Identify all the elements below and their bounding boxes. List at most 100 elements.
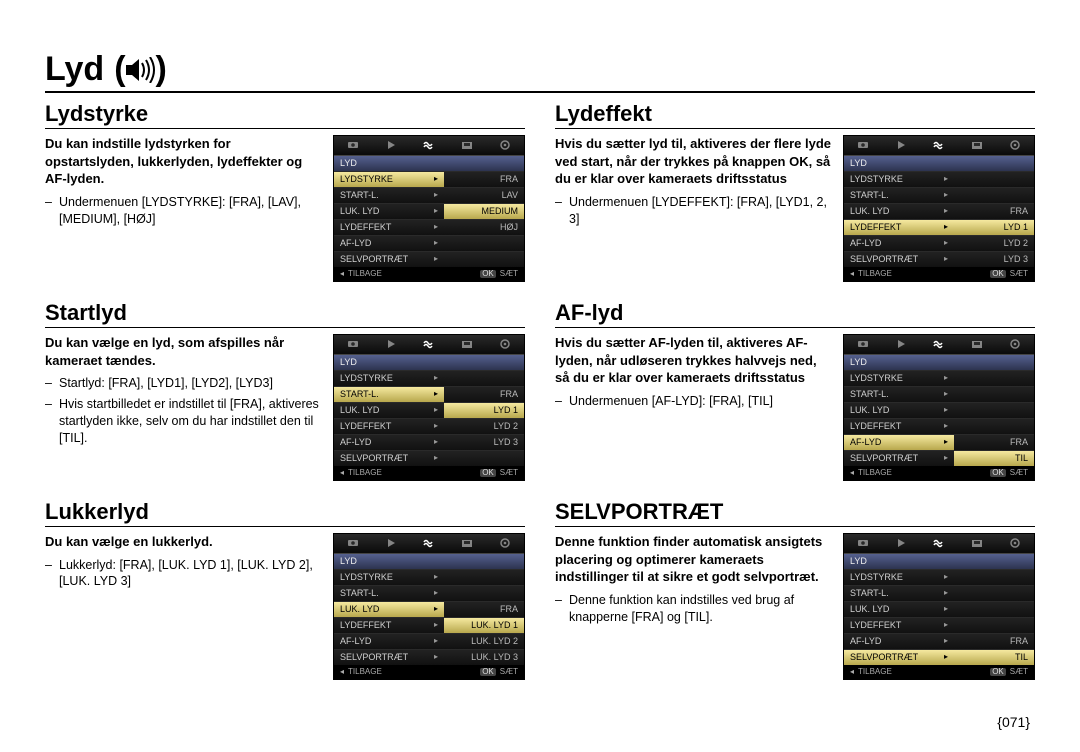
- chevron-right-icon: ▸: [944, 618, 954, 633]
- chevron-right-icon: ▸: [434, 451, 444, 466]
- menu-row-label: LUK. LYD: [334, 403, 434, 418]
- menu-row-value: [954, 602, 1034, 617]
- footer-ok: OK: [480, 270, 496, 278]
- chevron-right-icon: ▸: [944, 371, 954, 386]
- menu-rows: LYDSTYRKE ▸ FRA START-L. ▸ LAV LUK. LYD …: [334, 171, 524, 267]
- tab-icon: [347, 338, 359, 352]
- menu-row: SELVPORTRÆT ▸ TIL: [844, 450, 1034, 466]
- page-number: {071}: [997, 714, 1030, 730]
- menu-row-value: [444, 570, 524, 585]
- menu-row-value: TIL: [954, 451, 1034, 466]
- menu-row-value: FRA: [954, 634, 1034, 649]
- menu-widget: LYD LYDSTYRKE ▸ START-L. ▸ FRA LUK. LYD …: [333, 334, 525, 481]
- menu-row-label: LYDSTYRKE: [334, 172, 434, 187]
- menu-row-label: LYDEFFEKT: [334, 618, 434, 633]
- menu-widget: LYD LYDSTYRKE ▸ FRA START-L. ▸ LAV LUK. …: [333, 135, 525, 282]
- tab-icon: [499, 139, 511, 153]
- back-arrow-icon: ◂: [340, 469, 344, 477]
- menu-row: START-L. ▸: [844, 386, 1034, 402]
- list-item: Undermenuen [AF-LYD]: [FRA], [TIL]: [569, 393, 833, 410]
- section-lukkerlyd: Lukkerlyd Du kan vælge en lukkerlyd. Luk…: [45, 499, 525, 680]
- menu-row: LYDSTYRKE ▸: [334, 370, 524, 386]
- menu-row-value: TIL: [954, 650, 1034, 665]
- menu-row: START-L. ▸: [844, 187, 1034, 203]
- menu-row-label: SELVPORTRÆT: [334, 252, 434, 267]
- menu-row-label: LUK. LYD: [334, 204, 434, 219]
- section-selvportraet: SELVPORTRÆT Denne funktion ﬁnder automat…: [555, 499, 1035, 680]
- tab-icon: [423, 139, 435, 153]
- menu-row-label: LYDSTYRKE: [334, 570, 434, 585]
- tab-icon: [499, 338, 511, 352]
- menu-footer: ◂ TILBAGE OK SÆT: [844, 466, 1034, 480]
- menu-row-value: LYD 1: [444, 403, 524, 418]
- menu-category: LYD: [844, 355, 1034, 370]
- menu-row-label: LUK. LYD: [844, 403, 944, 418]
- tab-icon: [895, 139, 907, 153]
- menu-row: LYDSTYRKE ▸: [844, 569, 1034, 585]
- menu-row: SELVPORTRÆT ▸ LUK. LYD 3: [334, 649, 524, 665]
- tab-icon: [895, 537, 907, 551]
- footer-ok: OK: [990, 270, 1006, 278]
- menu-row-label: LYDEFFEKT: [844, 419, 944, 434]
- menu-row: LYDEFFEKT ▸ LYD 1: [844, 219, 1034, 235]
- chevron-right-icon: ▸: [434, 188, 444, 203]
- menu-row-value: MEDIUM: [444, 204, 524, 219]
- menu-row-label: START-L.: [334, 188, 434, 203]
- section-lead: Du kan indstille lydstyrken for opstarts…: [45, 135, 323, 188]
- chevron-right-icon: ▸: [944, 172, 954, 187]
- menu-row-value: LYD 1: [954, 220, 1034, 235]
- menu-row-value: LYD 2: [954, 236, 1034, 251]
- footer-set: SÆT: [500, 270, 518, 278]
- section-heading: Lukkerlyd: [45, 499, 525, 527]
- menu-row-value: [954, 403, 1034, 418]
- menu-row-label: START-L.: [844, 387, 944, 402]
- menu-row-label: LYDEFFEKT: [844, 618, 944, 633]
- menu-row-label: LYDEFFEKT: [334, 419, 434, 434]
- menu-category: LYD: [334, 355, 524, 370]
- section-lydstyrke: Lydstyrke Du kan indstille lydstyrken fo…: [45, 101, 525, 282]
- footer-set: SÆT: [1010, 668, 1028, 676]
- menu-row-value: FRA: [444, 602, 524, 617]
- tab-icon: [385, 537, 397, 551]
- chevron-right-icon: ▸: [944, 252, 954, 267]
- menu-category: LYD: [844, 554, 1034, 569]
- menu-row-label: AF-LYD: [844, 634, 944, 649]
- chevron-right-icon: ▸: [944, 236, 954, 251]
- menu-row: AF-LYD ▸ LYD 2: [844, 235, 1034, 251]
- back-arrow-icon: ◂: [850, 270, 854, 278]
- chevron-right-icon: ▸: [434, 236, 444, 251]
- chevron-right-icon: ▸: [944, 387, 954, 402]
- menu-row-label: AF-LYD: [844, 435, 944, 450]
- footer-set: SÆT: [500, 469, 518, 477]
- chevron-right-icon: ▸: [944, 419, 954, 434]
- menu-footer: ◂ TILBAGE OK SÆT: [334, 665, 524, 679]
- right-column: Lydeffekt Hvis du sætter lyd til, aktive…: [555, 101, 1035, 698]
- menu-row: LYDSTYRKE ▸: [844, 171, 1034, 187]
- left-column: Lydstyrke Du kan indstille lydstyrken fo…: [45, 101, 525, 698]
- menu-row: LUK. LYD ▸ LYD 1: [334, 402, 524, 418]
- chevron-right-icon: ▸: [434, 204, 444, 219]
- section-startlyd: Startlyd Du kan vælge en lyd, som afspil…: [45, 300, 525, 481]
- menu-rows: LYDSTYRKE ▸ START-L. ▸ LUK. LYD ▸ LYDEFF…: [844, 370, 1034, 466]
- footer-back: TILBAGE: [858, 270, 892, 278]
- menu-row-label: LYDSTYRKE: [844, 371, 944, 386]
- menu-row-label: AF-LYD: [334, 236, 434, 251]
- tab-icon: [461, 139, 473, 153]
- section-lead: Denne funktion ﬁnder automatisk ansigtet…: [555, 533, 833, 586]
- section-heading: SELVPORTRÆT: [555, 499, 1035, 527]
- page-title: Lyd ( ): [45, 50, 1035, 93]
- list-item: Lukkerlyd: [FRA], [LUK. LYD 1], [LUK. LY…: [59, 557, 323, 591]
- menu-row-label: START-L.: [334, 387, 434, 402]
- tab-icon: [971, 537, 983, 551]
- back-arrow-icon: ◂: [850, 668, 854, 676]
- menu-row-label: SELVPORTRÆT: [844, 451, 944, 466]
- tab-icon: [347, 537, 359, 551]
- list-item: Undermenuen [LYDEFFEKT]: [FRA], [LYD1, 2…: [569, 194, 833, 228]
- menu-row-label: LYDEFFEKT: [844, 220, 944, 235]
- menu-row: LYDEFFEKT ▸: [844, 617, 1034, 633]
- tab-icon: [857, 139, 869, 153]
- menu-row-value: [954, 586, 1034, 601]
- chevron-right-icon: ▸: [434, 419, 444, 434]
- tab-icon: [895, 338, 907, 352]
- section-lead: Du kan vælge en lyd, som afspilles når k…: [45, 334, 323, 369]
